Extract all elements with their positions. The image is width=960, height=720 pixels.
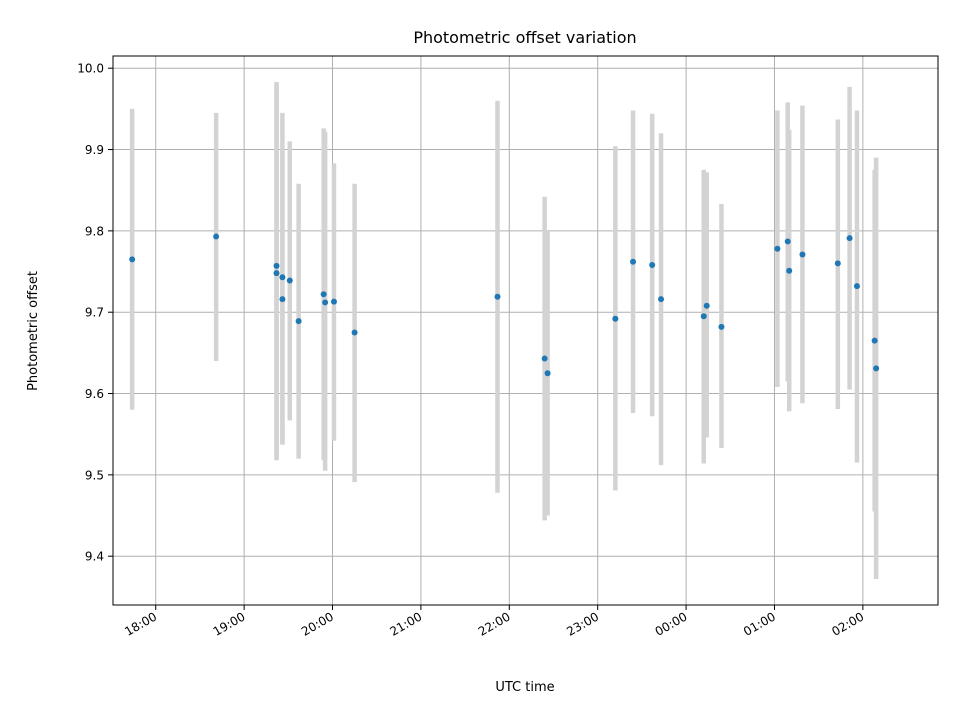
y-axis-label: Photometric offset <box>26 271 41 391</box>
data-point <box>700 313 707 320</box>
data-point <box>273 262 280 269</box>
data-point <box>774 245 781 252</box>
y-tick-label: 9.7 <box>85 306 104 320</box>
x-tick-label: 00:00 <box>653 609 690 638</box>
data-point <box>330 298 337 305</box>
chart-title: Photometric offset variation <box>413 28 636 47</box>
data-point <box>630 258 637 265</box>
data-point <box>786 267 793 274</box>
data-point <box>718 323 725 330</box>
data-point <box>784 238 791 245</box>
data-point <box>320 291 327 298</box>
y-tick-label: 9.8 <box>85 224 104 238</box>
data-point <box>853 283 860 290</box>
y-tick-label: 9.5 <box>85 468 104 482</box>
y-tick-label: 9.9 <box>85 143 104 157</box>
data-point <box>703 302 710 309</box>
data-point <box>799 251 806 258</box>
x-tick-label: 20:00 <box>299 609 336 638</box>
data-point <box>871 337 878 344</box>
data-point <box>873 365 880 372</box>
data-point <box>846 235 853 242</box>
data-point <box>213 233 220 240</box>
data-point <box>129 256 136 263</box>
data-point <box>541 355 548 362</box>
data-point <box>273 270 280 277</box>
data-point <box>286 277 293 284</box>
x-tick-label: 02:00 <box>829 609 866 638</box>
x-tick-label: 18:00 <box>122 609 159 638</box>
data-point <box>649 262 656 269</box>
y-tick-label: 9.4 <box>85 550 104 564</box>
x-axis-label: UTC time <box>495 680 554 695</box>
data-point <box>279 296 286 303</box>
data-point <box>612 315 619 322</box>
data-point <box>494 293 501 300</box>
data-point <box>544 370 551 377</box>
data-point <box>834 260 841 267</box>
x-tick-label: 01:00 <box>741 609 778 638</box>
x-tick-label: 23:00 <box>564 609 601 638</box>
x-tick-label: 22:00 <box>476 609 513 638</box>
data-point <box>658 296 665 303</box>
plot-frame <box>112 55 939 606</box>
y-tick-label: 9.6 <box>85 387 104 401</box>
y-tick-label: 10.0 <box>77 62 104 76</box>
data-point <box>351 329 358 336</box>
x-tick-label: 19:00 <box>211 609 248 638</box>
data-points <box>129 233 880 377</box>
data-point <box>295 318 302 325</box>
data-point <box>279 274 286 281</box>
grid <box>113 56 938 605</box>
x-tick-label: 21:00 <box>387 609 424 638</box>
data-point <box>322 299 329 306</box>
axis-ticks: 9.4 9.5 9.6 9.7 9.8 9.9 10.0 18:00 19:00 20:00 21:… <box>77 62 866 639</box>
